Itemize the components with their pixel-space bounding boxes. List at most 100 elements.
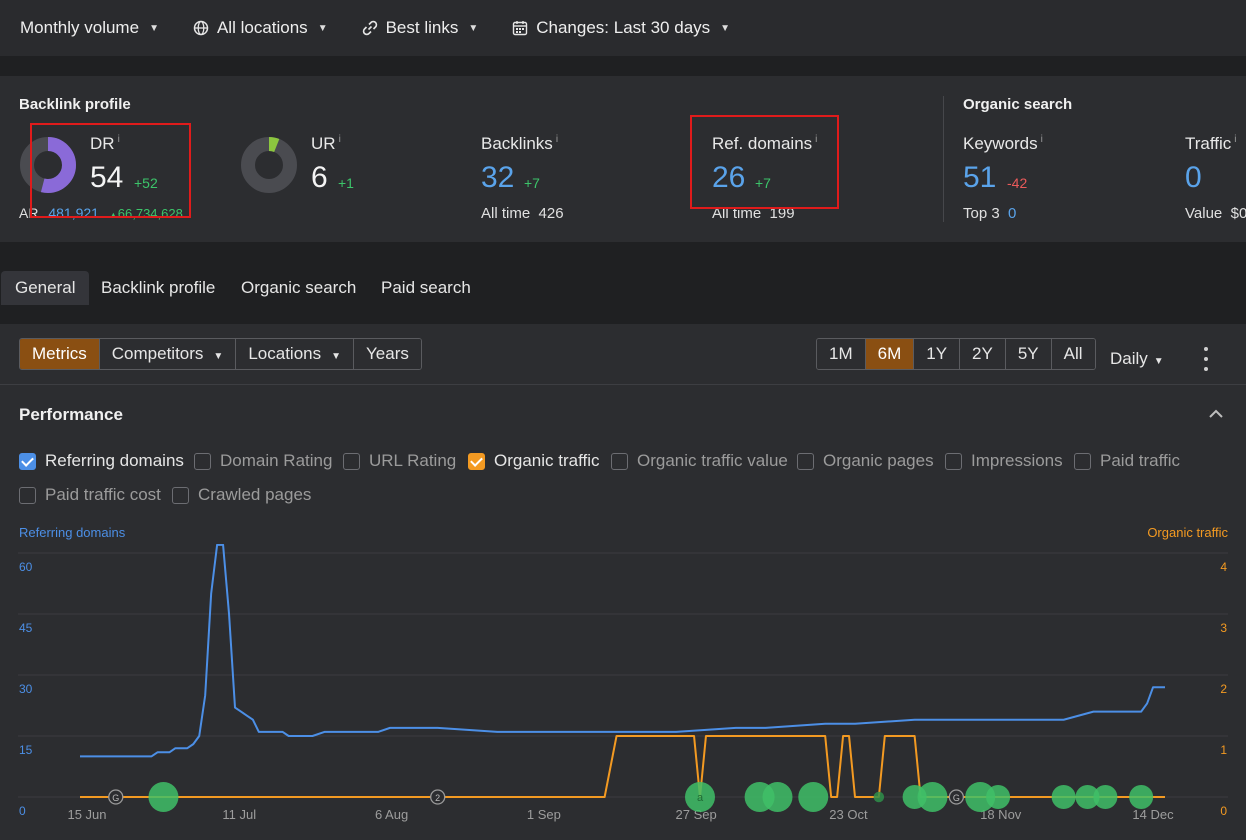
top3-value[interactable]: 0 xyxy=(1008,205,1017,222)
tab-organic-search[interactable]: Organic search xyxy=(241,278,357,297)
x-tick-label: 14 Dec xyxy=(1132,807,1174,822)
checkbox-box[interactable] xyxy=(19,486,36,504)
interval-label: Daily xyxy=(1110,349,1148,368)
x-tick-label: 6 Aug xyxy=(375,807,408,822)
info-icon[interactable]: i xyxy=(1234,134,1237,146)
info-icon[interactable]: i xyxy=(1040,134,1043,146)
report-tabs: General Backlink profile Organic search … xyxy=(0,242,1246,324)
checkbox-referring-domains[interactable]: Referring domains xyxy=(19,451,184,471)
checkbox-box[interactable] xyxy=(343,452,360,470)
checkbox-impressions[interactable]: Impressions xyxy=(945,451,1063,471)
dr-metric-label[interactable]: DR i xyxy=(90,134,120,154)
dr-value: 54 xyxy=(90,161,124,194)
checkbox-crawled-pages[interactable]: Crawled pages xyxy=(172,485,311,505)
competitors-label: Competitors xyxy=(111,344,204,363)
ref-domains-value[interactable]: 26 xyxy=(712,161,746,194)
checkbox-paid-traffic-cost[interactable]: Paid traffic cost xyxy=(19,485,161,505)
backlink-event-marker xyxy=(1051,785,1076,809)
interval-dropdown[interactable]: Daily ▼ xyxy=(1110,344,1164,374)
info-icon[interactable]: i xyxy=(555,134,559,146)
checkbox-box[interactable] xyxy=(172,486,189,504)
backlinks-delta: +7 xyxy=(524,175,540,191)
range-all-button[interactable]: All xyxy=(1051,339,1095,369)
right-tick-label: 2 xyxy=(1220,682,1227,696)
event-marker-label: G xyxy=(953,793,960,803)
range-6m-button[interactable]: 6M xyxy=(865,339,915,369)
range-switcher: 1M 6M 1Y 2Y 5Y All xyxy=(816,338,1096,370)
keywords-delta: -42 xyxy=(1007,175,1028,191)
checkbox-label: Referring domains xyxy=(45,451,184,470)
google-update-marker xyxy=(948,789,964,805)
link-icon xyxy=(362,20,377,36)
checkbox-box[interactable] xyxy=(468,452,485,470)
overview-metrics-panel: Backlink profile DR i 54 +52 AR 481,921 ▲… xyxy=(0,76,1246,242)
chevron-down-icon: ▼ xyxy=(331,351,342,362)
ref-domains-metric-label[interactable]: Ref. domains i xyxy=(712,134,817,154)
event-marker-label: G xyxy=(112,793,119,803)
backlink-event-marker xyxy=(986,785,1011,809)
chevron-down-icon: ▼ xyxy=(468,22,479,34)
info-icon[interactable]: i xyxy=(117,134,120,146)
checkbox-paid-traffic[interactable]: Paid traffic xyxy=(1074,451,1180,471)
ur-donut-chart xyxy=(241,137,297,193)
checkbox-box[interactable] xyxy=(611,452,628,470)
organic-search-heading: Organic search xyxy=(963,96,1073,113)
checkbox-box[interactable] xyxy=(19,452,36,470)
checkbox-box[interactable] xyxy=(1074,452,1091,470)
checkbox-organic-traffic[interactable]: Organic traffic xyxy=(468,451,600,471)
ur-delta: +1 xyxy=(338,175,354,191)
metrics-button[interactable]: Metrics xyxy=(20,339,100,369)
checkbox-box[interactable] xyxy=(194,452,211,470)
divider xyxy=(0,384,1246,385)
checkbox-domain-rating[interactable]: Domain Rating xyxy=(194,451,332,471)
ref-domains-delta: +7 xyxy=(755,175,771,191)
dr-delta: +52 xyxy=(134,175,158,191)
monthly-volume-dropdown[interactable]: Monthly volume ▼ xyxy=(20,18,159,38)
chevron-up-icon[interactable] xyxy=(1206,404,1226,424)
view-switcher: Metrics Competitors ▼ Locations ▼ Years xyxy=(19,338,422,370)
range-1y-button[interactable]: 1Y xyxy=(914,339,961,369)
checkbox-box[interactable] xyxy=(797,452,814,470)
calendar-icon xyxy=(513,21,528,36)
traffic-value[interactable]: 0 xyxy=(1185,161,1202,194)
best-links-dropdown[interactable]: Best links ▼ xyxy=(362,18,479,38)
divider xyxy=(0,56,1246,76)
range-1m-button[interactable]: 1M xyxy=(817,339,866,369)
info-icon[interactable]: i xyxy=(815,134,818,146)
locations-filter-dropdown[interactable]: Locations ▼ xyxy=(236,339,355,369)
backlink-event-marker xyxy=(685,782,715,812)
checkbox-organic-pages[interactable]: Organic pages xyxy=(797,451,934,471)
ur-metric-label[interactable]: UR i xyxy=(311,134,341,154)
backlinks-value[interactable]: 32 xyxy=(481,161,515,194)
backlink-profile-heading: Backlink profile xyxy=(19,96,131,113)
info-icon[interactable]: i xyxy=(338,134,341,146)
range-2y-button[interactable]: 2Y xyxy=(960,339,1006,369)
backlinks-metric-label[interactable]: Backlinks i xyxy=(481,134,558,154)
keywords-value[interactable]: 51 xyxy=(963,161,997,194)
locations-filter-label: Locations xyxy=(248,344,322,363)
right-tick-label: 0 xyxy=(1220,804,1227,818)
x-tick-label: 23 Oct xyxy=(829,807,868,822)
ref-domains-alltime: All time 199 xyxy=(712,205,795,222)
more-options-icon[interactable] xyxy=(1197,345,1215,373)
checkbox-url-rating[interactable]: URL Rating xyxy=(343,451,456,471)
range-5y-button[interactable]: 5Y xyxy=(1005,339,1052,369)
traffic-label: Traffic xyxy=(1185,134,1232,153)
years-button[interactable]: Years xyxy=(354,339,421,369)
tab-general[interactable]: General xyxy=(1,271,90,305)
x-tick-label: 11 Jul xyxy=(222,807,256,822)
changes-period-dropdown[interactable]: Changes: Last 30 days ▼ xyxy=(512,18,730,38)
tab-backlink-profile[interactable]: Backlink profile xyxy=(101,278,216,297)
checkbox-box[interactable] xyxy=(945,452,962,470)
traffic-metric-label[interactable]: Traffic i xyxy=(1185,134,1237,154)
checkbox-organic-traffic-value[interactable]: Organic traffic value xyxy=(611,451,788,471)
best-links-label: Best links xyxy=(385,18,459,37)
locations-dropdown[interactable]: All locations ▼ xyxy=(193,18,328,38)
performance-chart: 0 15 30 45 60 0 1 2 3 4 15 Jun 11 Jul 6 Aug 1 Sep 27 S… xyxy=(18,544,1228,822)
chevron-down-icon: ▼ xyxy=(1153,356,1164,367)
keywords-metric-label[interactable]: Keywords i xyxy=(963,134,1043,154)
right-axis-title: Organic traffic xyxy=(1147,525,1228,540)
competitors-dropdown[interactable]: Competitors ▼ xyxy=(99,339,237,369)
left-tick-label: 0 xyxy=(19,804,26,818)
tab-paid-search[interactable]: Paid search xyxy=(381,278,471,297)
